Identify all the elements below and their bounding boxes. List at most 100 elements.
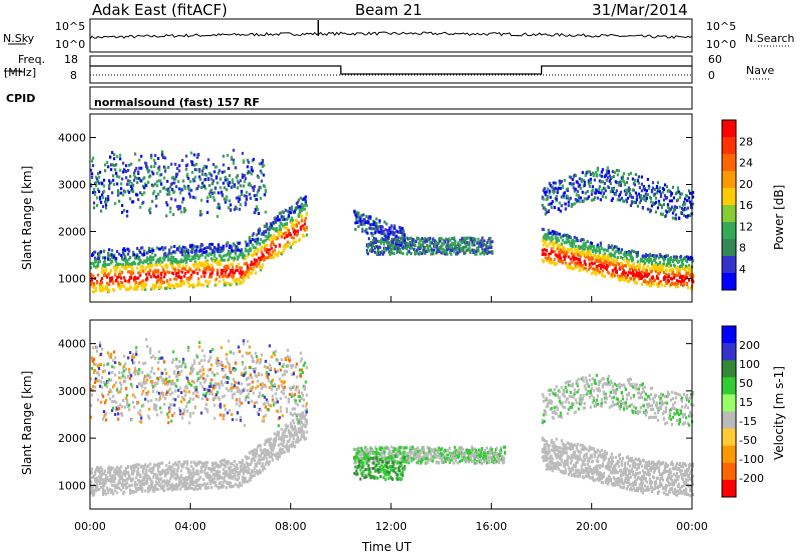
heatmap-cell	[213, 170, 216, 174]
heatmap-cell	[600, 174, 603, 178]
heatmap-cell	[389, 226, 392, 230]
heatmap-cell	[262, 164, 265, 167]
heatmap-cell	[224, 200, 227, 204]
heatmap-cell	[119, 287, 122, 291]
heatmap-cell	[647, 184, 651, 188]
heatmap-cell	[210, 268, 213, 272]
heatmap-cell	[94, 192, 97, 196]
heatmap-cell	[619, 265, 622, 269]
heatmap-cell	[571, 253, 574, 257]
heatmap-cell	[172, 272, 175, 276]
heatmap-cell	[570, 260, 573, 264]
heatmap-cell	[228, 471, 231, 474]
heatmap-cell	[385, 222, 388, 226]
heatmap-cell	[595, 173, 598, 177]
heatmap-cell	[185, 167, 188, 171]
heatmap-cell	[578, 269, 581, 273]
heatmap-cell	[168, 461, 171, 465]
heatmap-cell	[618, 274, 621, 278]
heatmap-cell	[217, 263, 220, 266]
heatmap-cell	[246, 165, 249, 169]
heatmap-cell	[650, 262, 654, 266]
heatmap-cell	[642, 263, 645, 267]
heatmap-cell	[616, 198, 619, 202]
heatmap-cell	[272, 255, 275, 259]
heatmap-cell	[575, 265, 578, 269]
heatmap-cell	[187, 281, 190, 285]
heatmap-cell	[302, 234, 305, 238]
velocity-ground-band	[90, 408, 308, 497]
heatmap-cell	[684, 202, 687, 206]
heatmap-cell	[429, 244, 432, 248]
heatmap-cell	[103, 491, 106, 495]
heatmap-cell	[177, 475, 180, 479]
heatmap-cell	[212, 195, 215, 199]
heatmap-cell	[238, 282, 241, 286]
heatmap-cell	[465, 244, 468, 248]
heatmap-cell	[196, 187, 199, 190]
heatmap-cell	[125, 164, 128, 168]
freq-right-tick-bottom: 0	[708, 69, 715, 82]
heatmap-cell	[104, 272, 107, 276]
heatmap-cell	[190, 151, 193, 155]
heatmap-cell	[194, 175, 197, 179]
heatmap-cell	[129, 174, 132, 178]
heatmap-cell	[211, 461, 214, 465]
heatmap-cell	[297, 221, 300, 225]
heatmap-cell	[116, 250, 119, 253]
heatmap-cell	[550, 261, 553, 265]
heatmap-cell	[391, 240, 394, 244]
heatmap-cell	[564, 254, 567, 258]
heatmap-cell	[152, 172, 155, 176]
heatmap-cell	[282, 232, 285, 236]
heatmap-cell	[209, 247, 212, 251]
heatmap-cell	[637, 192, 640, 196]
heatmap-cell	[304, 199, 307, 203]
heatmap-cell	[180, 278, 183, 282]
heatmap-cell	[587, 195, 590, 199]
heatmap-cell	[244, 477, 247, 481]
heatmap-cell	[174, 267, 177, 271]
heatmap-cell	[382, 229, 385, 233]
heatmap-cell	[190, 245, 193, 249]
heatmap-cell	[256, 247, 259, 251]
heatmap-cell	[273, 248, 276, 252]
heatmap-cell	[611, 248, 614, 252]
heatmap-cell	[663, 284, 667, 288]
heatmap-cell	[223, 470, 226, 474]
heatmap-cell	[557, 239, 560, 243]
heatmap-cell	[656, 189, 660, 193]
heatmap-cell	[671, 282, 675, 286]
heatmap-cell	[109, 258, 112, 262]
heatmap-cell	[105, 269, 108, 273]
heatmap-cell	[545, 210, 548, 214]
heatmap-cell	[281, 448, 284, 452]
heatmap-cell	[137, 470, 140, 474]
heatmap-cell	[371, 233, 374, 237]
heatmap-cell	[552, 187, 555, 191]
heatmap-cell	[249, 196, 252, 200]
heatmap-cell	[628, 264, 631, 268]
heatmap-cell	[119, 468, 122, 472]
heatmap-cell	[99, 471, 102, 475]
heatmap-cell	[266, 237, 269, 241]
heatmap-cell	[675, 270, 679, 274]
heatmap-cell	[234, 247, 237, 251]
heatmap-cell	[266, 440, 269, 444]
heatmap-cell	[101, 481, 104, 485]
heatmap-cell	[249, 478, 252, 482]
heatmap-cell	[280, 437, 283, 441]
heatmap-cell	[152, 184, 155, 188]
heatmap-cell	[100, 289, 103, 293]
heatmap-cell	[271, 448, 274, 452]
heatmap-cell	[294, 206, 297, 210]
heatmap-cell	[373, 221, 376, 224]
heatmap-cell	[252, 245, 255, 249]
heatmap-cell	[192, 257, 195, 260]
heatmap-cell	[143, 252, 146, 256]
heatmap-cell	[355, 211, 358, 215]
heatmap-cell	[282, 211, 285, 215]
heatmap-cell	[607, 259, 610, 263]
heatmap-cell	[671, 211, 675, 215]
beam-label: Beam 21	[355, 1, 423, 19]
